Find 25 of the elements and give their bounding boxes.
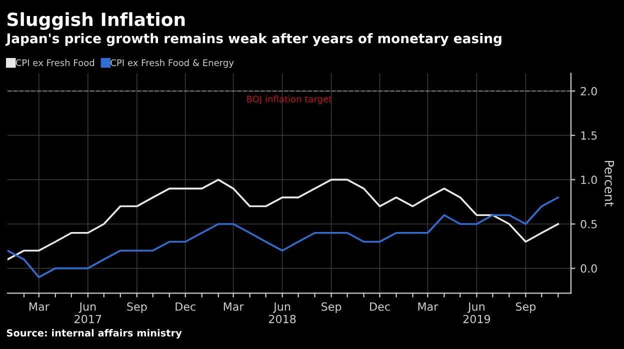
y-tick-label: 0.0 xyxy=(580,264,597,273)
x-tick-label: Sep xyxy=(322,302,342,313)
y-tick-label: 1.0 xyxy=(581,176,597,184)
x-tick-label: Jun 2018 xyxy=(268,302,296,324)
x-tick-label: Dec xyxy=(176,302,196,311)
chart-subtitle: Japan's price growth remains weak after years of monetary easing xyxy=(6,33,502,46)
source-note: Source: internal affairs ministry xyxy=(6,329,182,339)
x-tick-label: Mar xyxy=(418,302,438,311)
x-tick-label: Jun 2017 xyxy=(74,302,102,324)
ref-line-label: BOJ inflation target xyxy=(247,95,332,104)
x-tick-label: Mar xyxy=(30,302,50,311)
x-tick-label: Sep xyxy=(516,302,536,313)
line-series xyxy=(7,196,560,278)
y-tick-label: 0.5 xyxy=(580,220,597,228)
x-tick-label: Mar xyxy=(224,302,244,311)
legend-label: CPI ex Fresh Food & Energy xyxy=(110,59,234,68)
x-tick-label: Dec xyxy=(370,302,390,311)
y-tick-label: 2.0 xyxy=(580,86,597,96)
y-tick-label: 1.5 xyxy=(581,131,597,140)
y-axis-title: Percent xyxy=(604,160,614,206)
x-tick-label: Sep xyxy=(127,302,147,313)
legend-label: CPI ex Fresh Food xyxy=(16,59,94,66)
line-series xyxy=(7,178,560,260)
x-tick-label: Jun 2019 xyxy=(463,302,490,324)
chart-title: Sluggish Inflation xyxy=(8,12,185,30)
